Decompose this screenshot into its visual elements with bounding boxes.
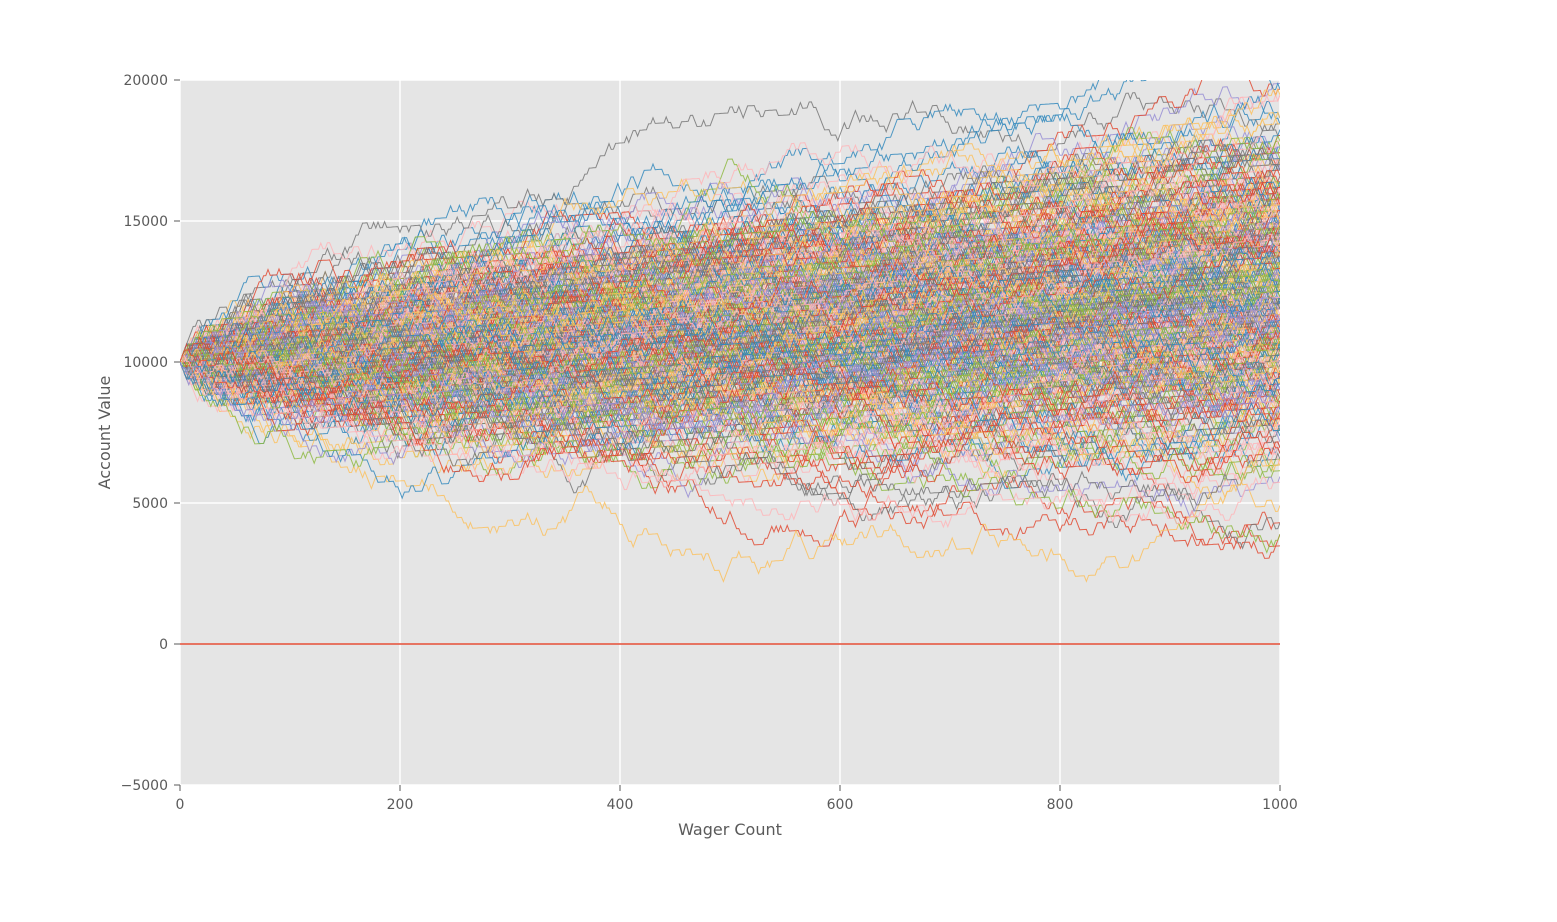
y-axis-label: Account Value [95, 376, 114, 490]
plot-area [180, 20, 1280, 785]
y-tick-label: −5000 [121, 778, 168, 794]
x-tick-label: 800 [1047, 797, 1074, 813]
chart-svg: 0 200 400 600 800 1000 −5000 0 5000 10000 15000 20… [0, 0, 1557, 922]
x-axis-label: Wager Count [678, 820, 782, 839]
y-tick-label: 5000 [132, 496, 168, 512]
x-tick-label: 1000 [1262, 797, 1298, 813]
y-tick-label: 15000 [123, 214, 168, 230]
x-tick-label: 400 [607, 797, 634, 813]
x-tick-label: 600 [827, 797, 854, 813]
figure: 0 200 400 600 800 1000 −5000 0 5000 10000 15000 20… [0, 0, 1557, 922]
x-tick-label: 0 [176, 797, 185, 813]
x-tick-label: 200 [387, 797, 414, 813]
y-tick-label: 0 [159, 637, 168, 653]
y-tick-label: 20000 [123, 73, 168, 89]
y-tick-label: 10000 [123, 355, 168, 371]
